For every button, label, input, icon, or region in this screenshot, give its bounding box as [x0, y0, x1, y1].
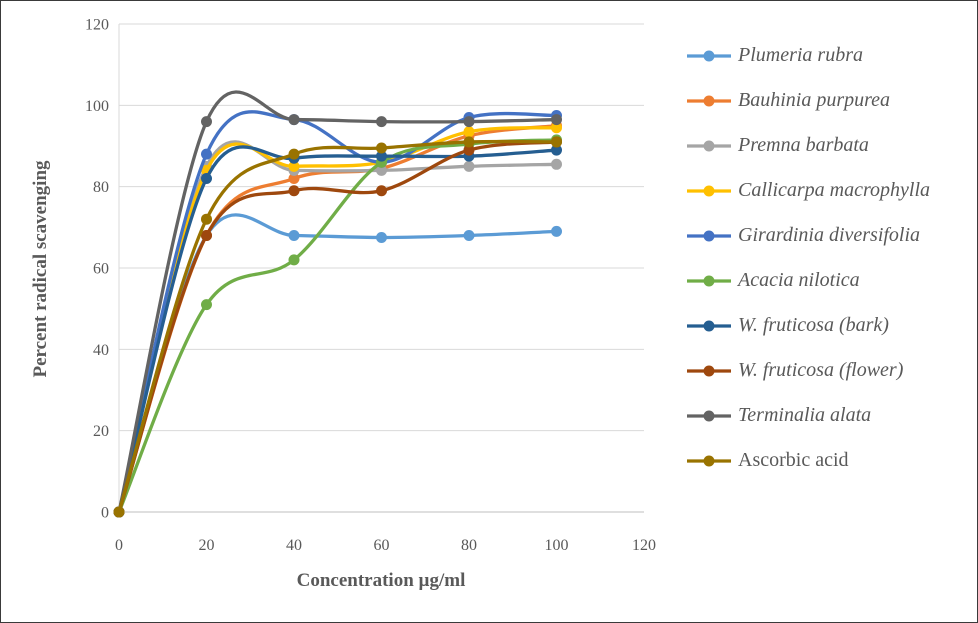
series-marker [376, 116, 387, 128]
x-tick-label: 20 [199, 537, 215, 554]
series-marker [463, 116, 475, 128]
series-marker [376, 142, 387, 154]
series-marker [113, 506, 125, 518]
legend-marker-icon [687, 410, 731, 421]
series-marker [463, 144, 475, 156]
legend-marker-icon [687, 95, 731, 106]
legend-marker-icon [687, 320, 731, 331]
y-tick-label: 80 [93, 179, 109, 196]
series-marker [551, 225, 562, 237]
legend-item: Terminalia alata [687, 393, 930, 438]
y-tick-label: 0 [101, 505, 109, 522]
legend-item-label: W. fruticosa (flower) [738, 359, 904, 381]
series-marker [201, 229, 212, 241]
series-marker [288, 114, 300, 126]
legend-marker-icon [687, 140, 731, 151]
y-tick-label: 120 [85, 17, 109, 34]
legend-item-label: Acacia nilotica [738, 269, 860, 291]
series-marker [201, 213, 212, 225]
x-tick-label: 40 [286, 537, 302, 554]
legend-item-label: W. fruticosa (bark) [738, 314, 889, 336]
legend-item-label: Girardinia diversifolia [738, 224, 921, 246]
legend-item: Callicarpa macrophylla [687, 168, 930, 213]
legend: Plumeria rubra Bauhinia purpurea Premna ba… [687, 33, 930, 483]
legend-item: Ascorbic acid [687, 438, 930, 483]
series-marker [201, 116, 212, 128]
x-tick-label: 80 [461, 537, 477, 554]
legend-item: Premna barbata [687, 123, 930, 168]
legend-item: Bauhinia purpurea [687, 78, 930, 123]
series-line [117, 124, 559, 514]
legend-item-label: Premna barbata [738, 134, 869, 156]
series-marker [551, 158, 562, 170]
series-marker [551, 144, 562, 156]
y-tick-label: 20 [93, 423, 109, 440]
legend-marker-icon [687, 455, 731, 466]
legend-item-label: Terminalia alata [738, 404, 872, 426]
series-marker [288, 229, 300, 241]
x-tick-label: 120 [632, 537, 656, 554]
legend-item-label: Callicarpa macrophylla [738, 179, 931, 201]
series-marker [376, 232, 387, 243]
x-tick-label: 100 [545, 537, 569, 554]
series-marker [288, 148, 300, 160]
legend-item: Girardinia diversifolia [687, 213, 930, 258]
series-marker [201, 299, 212, 311]
series-line [117, 145, 559, 514]
x-axis-title: Concentration µg/ml [296, 570, 466, 591]
legend-marker-icon [687, 275, 731, 286]
y-tick-label: 60 [93, 261, 109, 278]
series-marker [376, 150, 387, 162]
legend-item: Acacia nilotica [687, 258, 930, 303]
legend-item-label: Ascorbic acid [738, 449, 849, 471]
y-tick-label: 100 [85, 98, 109, 115]
legend-item: W. fruticosa (bark) [687, 303, 930, 348]
series-marker [288, 173, 300, 185]
series-marker [463, 126, 475, 138]
series-marker [288, 254, 300, 266]
legend-item: W. fruticosa (flower) [687, 348, 930, 393]
legend-marker-icon [687, 230, 731, 241]
series-marker [463, 136, 475, 148]
series-marker [288, 185, 300, 197]
series-marker [288, 160, 300, 172]
series-marker [376, 185, 387, 197]
y-axis-title: Percent radical scavenging [30, 160, 51, 378]
series-marker [463, 229, 475, 241]
legend-item-label: Bauhinia purpurea [738, 89, 891, 111]
series-marker [201, 173, 212, 185]
series-marker [201, 148, 212, 160]
legend-marker-icon [687, 365, 731, 376]
series-marker [463, 160, 475, 172]
series-marker [551, 122, 562, 134]
x-tick-label: 60 [374, 537, 390, 554]
legend-item-label: Plumeria rubra [738, 44, 863, 66]
series-marker [551, 136, 562, 148]
x-tick-label: 0 [115, 537, 123, 554]
series-marker [551, 114, 562, 126]
y-tick-label: 40 [93, 342, 109, 359]
series-line [117, 126, 559, 514]
series-marker [376, 164, 387, 176]
legend-marker-icon [687, 50, 731, 61]
legend-marker-icon [687, 185, 731, 196]
series-line [117, 213, 559, 514]
legend-item: Plumeria rubra [687, 33, 930, 78]
